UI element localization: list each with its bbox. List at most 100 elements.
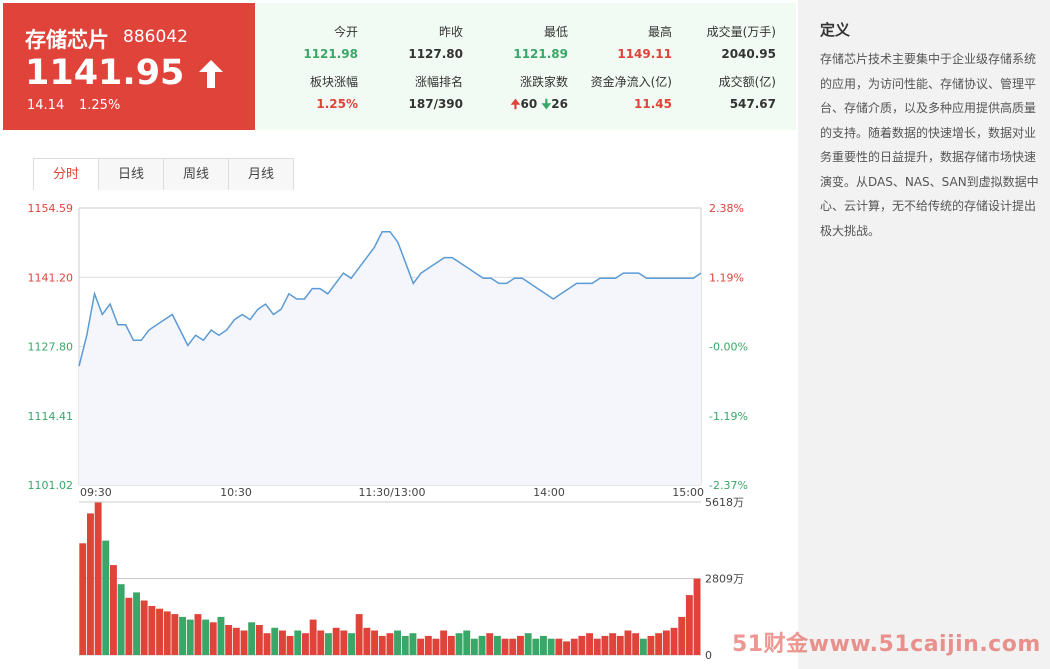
volume-axis-label: 0 (705, 649, 712, 662)
down-arrow-icon: 🠋 (541, 97, 552, 111)
up-arrow-icon: 🠉 (510, 97, 521, 111)
tab-monthly[interactable]: 月线 (229, 159, 293, 190)
volume-bar (670, 627, 678, 655)
stat-label: 涨幅排名 (414, 75, 463, 89)
volume-bar (209, 622, 217, 655)
price-axis-label: 1114.41 (28, 410, 74, 423)
time-axis-label: 14:00 (533, 486, 565, 499)
volume-bar (148, 606, 156, 655)
price-axis-label: 1127.80 (28, 341, 74, 354)
volume-bar (117, 584, 125, 655)
volume-bar (455, 633, 463, 655)
stat-value: 🠉60 🠋26 (478, 95, 568, 113)
volume-bar (217, 616, 225, 655)
volume-bar (417, 638, 425, 655)
volume-bar (501, 638, 509, 655)
volume-bar (156, 608, 163, 655)
stat-label: 最高 (647, 25, 672, 39)
volume-bar (87, 513, 94, 655)
volume-axis-label: 2809万 (705, 573, 744, 586)
volume-bar (532, 638, 540, 655)
price-axis-label: 1154.59 (28, 202, 74, 215)
stat-low: 最低 1121.89 (478, 23, 568, 63)
tab-intraday[interactable]: 分时 (34, 159, 99, 190)
volume-bar (317, 630, 325, 655)
volume-bar (271, 627, 279, 655)
stat-value: 11.45 (634, 97, 672, 111)
tab-daily[interactable]: 日线 (99, 159, 164, 190)
volume-bar (232, 627, 240, 655)
volume-bar (286, 635, 294, 655)
volume-bar (302, 633, 309, 655)
stat-value: 1149.11 (617, 47, 672, 61)
volume-bar (655, 633, 663, 655)
price-line (78, 230, 702, 367)
quote-card: 存储芯片 886042 1141.95 14.14 1.25% (3, 3, 255, 130)
volume-bar (524, 633, 532, 655)
time-axis-label: 11:30/13:00 (358, 486, 425, 499)
volume-bar (125, 597, 133, 655)
volume-axis-label: 5618万 (705, 496, 744, 509)
volume-bar (171, 614, 179, 655)
volume-bar (693, 578, 701, 655)
volume-bar (248, 622, 256, 655)
volume-bar (570, 638, 578, 655)
decliners-count: 26 (551, 97, 568, 111)
volume-bar (255, 625, 263, 655)
volume-bar (133, 592, 140, 655)
definition-title: 定义 (820, 21, 851, 39)
volume-bar (309, 619, 317, 655)
volume-bar (355, 614, 363, 655)
stat-gain-rank: 涨幅排名 187/390 (373, 73, 463, 113)
stat-label: 昨收 (438, 25, 463, 39)
volume-bar (470, 638, 478, 655)
volume-bar (424, 635, 432, 655)
volume-bar (647, 635, 655, 655)
stat-value: 1121.89 (513, 47, 568, 61)
volume-bar (547, 638, 555, 655)
tab-weekly[interactable]: 周线 (164, 159, 229, 190)
stat-value: 187/390 (408, 97, 463, 111)
definition-text: 存储芯片技术主要集中于企业级存储系统的应用，为访问性能、存储协议、管理平台、存储… (820, 52, 1039, 238)
volume-bar (110, 565, 117, 655)
volume-bar (678, 616, 686, 655)
sector-name: 存储芯片 (25, 28, 109, 52)
volume-bar (279, 630, 286, 655)
period-tabs: 分时 日线 周线 月线 (33, 158, 294, 190)
volume-bar (409, 633, 417, 655)
volume-bar (163, 611, 171, 655)
volume-bar (624, 630, 632, 655)
price-axis-label: 1101.02 (28, 479, 74, 492)
sector-code: 886042 (123, 27, 188, 47)
stat-volume: 成交量(万手) 2040.95 (686, 23, 776, 63)
volume-bar (593, 638, 601, 655)
stat-turnover: 成交额(亿) 547.67 (686, 73, 776, 113)
time-axis-label: 15:00 (672, 486, 704, 499)
volume-bar (517, 635, 524, 655)
intraday-chart: 1154.59 2.38% 1141.20 1.19% 1127.80 -0.00% 111… (28, 202, 748, 662)
time-axis-label: 10:30 (220, 486, 252, 499)
pct-axis-label: -2.37% (709, 479, 748, 492)
volume-bar (440, 630, 448, 655)
stat-value: 2040.95 (721, 47, 776, 61)
volume-bar (79, 543, 87, 655)
pct-axis-label: -1.19% (709, 410, 748, 423)
volume-bar (294, 630, 302, 655)
volume-bar (586, 633, 593, 655)
stat-label: 最低 (543, 25, 568, 39)
stat-value: 1127.80 (408, 47, 463, 61)
definition-sidebar: 定义 存储芯片技术主要集中于企业级存储系统的应用，为访问性能、存储协议、管理平台… (798, 0, 1050, 669)
volume-bar (378, 635, 386, 655)
volume-bar (371, 630, 378, 655)
volume-bar (486, 633, 494, 655)
stat-value: 1.25% (316, 97, 358, 111)
volume-bar (601, 635, 609, 655)
price-change: 14.14 (27, 98, 65, 113)
volume-bar (340, 630, 348, 655)
volume-bar (348, 633, 355, 655)
volume-bar (616, 635, 624, 655)
volume-bar (639, 638, 647, 655)
volume-bar (563, 641, 570, 655)
volume-bar (325, 633, 332, 655)
stat-prev-close: 昨收 1127.80 (373, 23, 463, 63)
